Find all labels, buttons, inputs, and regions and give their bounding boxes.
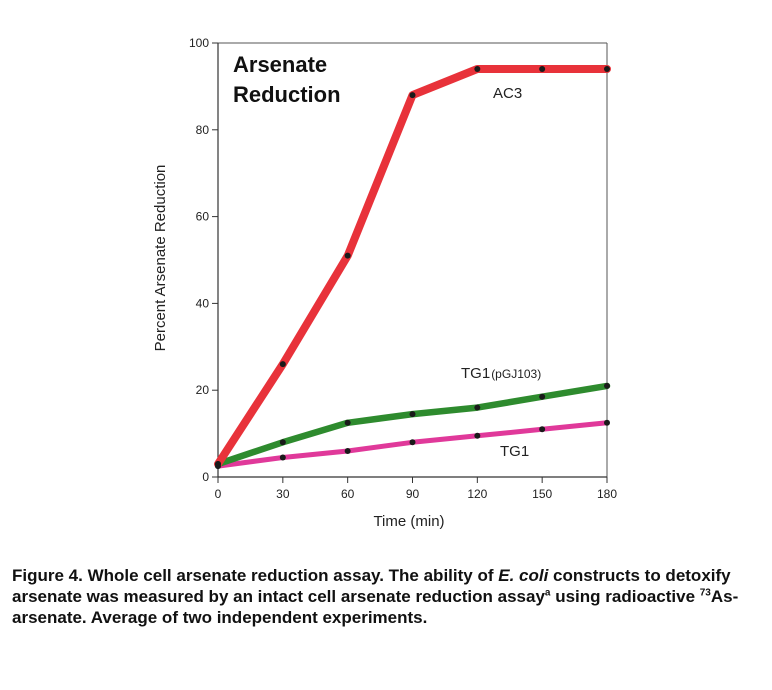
x-tick-label: 60	[341, 487, 355, 501]
y-tick-label: 0	[202, 470, 209, 484]
caption-isotope-mass: 73	[699, 587, 711, 599]
data-point-2	[604, 419, 610, 426]
series-label-tg1-pgj103: TG1(pGJ103)	[461, 365, 541, 382]
caption-text-1: Whole cell arsenate reduction assay. The…	[82, 566, 499, 585]
data-point-0	[409, 92, 416, 99]
series-line-1	[214, 382, 611, 468]
chart-title-line-1: Arsenate	[233, 52, 327, 77]
series-label-tg1-pgj103-main: TG1	[461, 365, 490, 382]
caption-ref-mark: a	[544, 587, 551, 599]
data-point-2	[474, 432, 481, 439]
data-point-2	[539, 426, 546, 433]
data-point-0	[604, 66, 610, 73]
caption-organism: E. coli	[498, 566, 549, 585]
data-point-1	[279, 439, 286, 446]
data-point-2	[279, 454, 286, 461]
y-tick-label: 100	[189, 36, 209, 50]
data-point-0	[215, 460, 221, 467]
data-point-1	[604, 382, 610, 389]
chart-canvas: 0 30 60 90 120 150 180 0 20 40 60 80 100 Arsenate Re…	[152, 36, 617, 530]
data-point-1	[474, 404, 481, 411]
data-point-1	[409, 411, 416, 418]
data-point-1	[344, 419, 351, 426]
x-tick-label: 30	[276, 487, 290, 501]
figure-caption: Figure 4. Whole cell arsenate reduction …	[12, 565, 762, 628]
data-point-1	[539, 393, 546, 400]
data-point-0	[539, 66, 546, 73]
chart-title-line-2: Reduction	[233, 82, 341, 107]
caption-text-2: constructs to detoxify arsenate was meas…	[12, 566, 731, 606]
x-axis-title: Time (min)	[373, 513, 444, 530]
x-tick-label: 150	[532, 487, 552, 501]
y-tick-label: 40	[196, 296, 210, 310]
series-label-tg1-pgj103-suffix: (pGJ103)	[491, 367, 541, 381]
y-axis-title: Percent Arsenate Reduction	[152, 165, 169, 352]
series-label-tg1: TG1	[500, 443, 529, 460]
x-tick-label: 90	[406, 487, 420, 501]
series-label-ac3: AC3	[493, 85, 522, 102]
caption-text-3: using radioactive	[550, 587, 700, 606]
x-tick-label: 180	[597, 487, 617, 501]
series-line-0	[214, 65, 611, 468]
data-point-2	[344, 447, 351, 454]
data-point-0	[344, 252, 351, 259]
x-tick-label: 120	[467, 487, 487, 501]
caption-text-4: As-arsenate. Average of two independent …	[12, 587, 739, 627]
y-tick-label: 60	[196, 210, 210, 224]
data-point-0	[279, 361, 286, 368]
caption-label: Figure 4.	[12, 566, 83, 585]
y-tick-label: 20	[196, 383, 210, 397]
y-tick-label: 80	[196, 123, 210, 137]
figure-chart: 0 30 60 90 120 150 180 0 20 40 60 80 100 Arsenate Re…	[152, 36, 617, 530]
data-point-0	[474, 66, 481, 73]
x-tick-label: 0	[215, 487, 222, 501]
data-point-2	[409, 439, 416, 446]
